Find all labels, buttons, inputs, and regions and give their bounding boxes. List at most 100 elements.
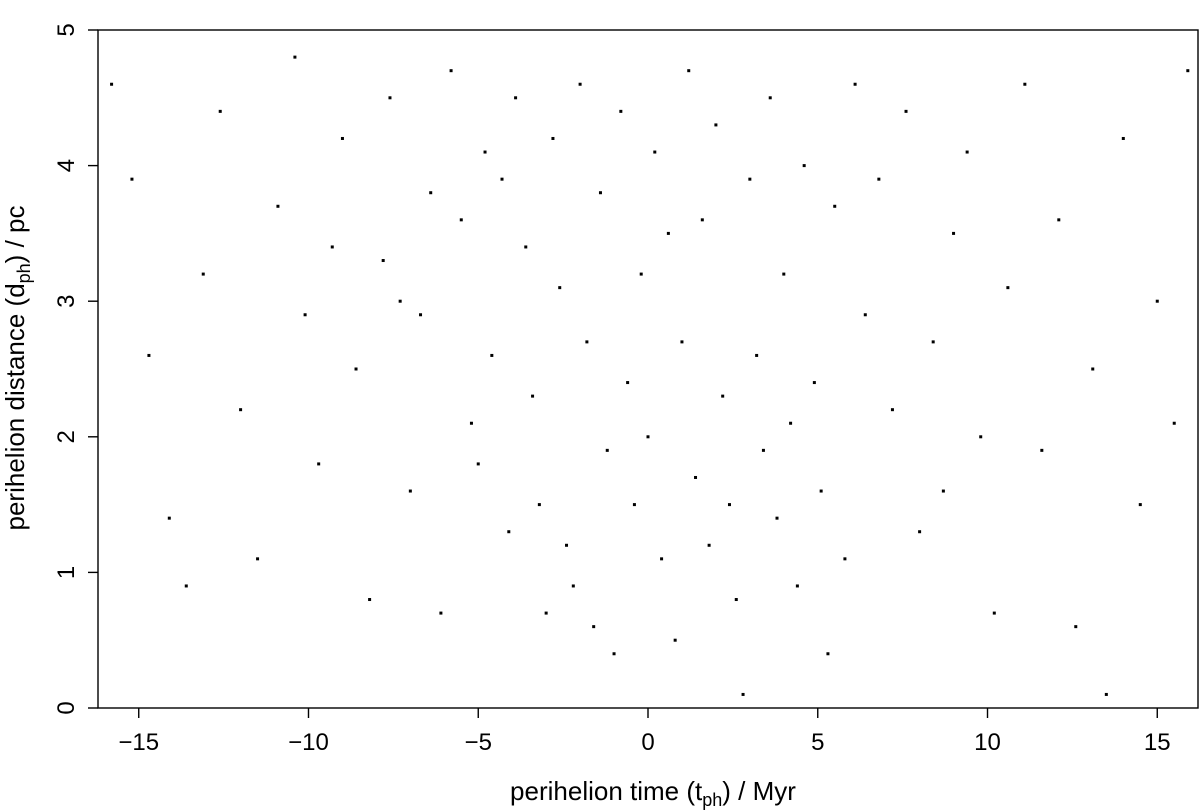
data-point: [795, 584, 799, 588]
data-point: [673, 638, 677, 642]
x-tick-label: −10: [288, 729, 329, 756]
data-point: [877, 177, 881, 181]
data-point: [1104, 692, 1108, 696]
data-point: [514, 96, 518, 100]
data-point: [1023, 82, 1027, 86]
x-axis-title-suffix: ) / Myr: [722, 776, 796, 806]
data-point: [524, 245, 528, 249]
data-point: [680, 340, 684, 344]
data-point: [469, 421, 473, 425]
points-layer: [110, 55, 1190, 696]
data-point: [585, 340, 589, 344]
y-axis-title-subscript: ph: [14, 263, 34, 283]
data-point: [819, 489, 823, 493]
data-point: [741, 692, 745, 696]
data-point: [626, 381, 630, 385]
data-point: [1006, 286, 1010, 290]
data-point: [890, 408, 894, 412]
data-point: [653, 150, 657, 154]
data-point: [952, 231, 956, 235]
data-point: [419, 313, 423, 317]
data-point: [388, 96, 392, 100]
data-point: [429, 191, 433, 195]
y-tick-label: 4: [53, 159, 80, 172]
data-point: [276, 204, 280, 208]
data-point: [918, 530, 922, 534]
x-axis: −15 −10 −5 0 5 10 15: [118, 708, 1171, 756]
data-point: [1057, 218, 1061, 222]
data-point: [931, 340, 935, 344]
data-point: [303, 313, 307, 317]
data-point: [201, 272, 205, 276]
y-tick-label: 0: [53, 701, 80, 714]
x-tick-label: 0: [641, 729, 654, 756]
data-point: [1091, 367, 1095, 371]
data-point: [340, 136, 344, 140]
data-point: [714, 123, 718, 127]
data-point: [687, 69, 691, 73]
data-point: [531, 394, 535, 398]
data-point: [979, 435, 983, 439]
y-axis-title: perihelion distance (dph) / pc: [0, 206, 34, 531]
data-point: [904, 109, 908, 113]
data-point: [632, 503, 636, 507]
data-point: [782, 272, 786, 276]
data-point: [639, 272, 643, 276]
data-point: [768, 96, 772, 100]
data-point: [130, 177, 134, 181]
data-point: [666, 231, 670, 235]
data-point: [843, 557, 847, 561]
data-point: [578, 82, 582, 86]
data-point: [812, 381, 816, 385]
data-point: [239, 408, 243, 412]
data-point: [965, 150, 969, 154]
y-tick-label: 1: [53, 566, 80, 579]
data-point: [992, 611, 996, 615]
data-point: [571, 584, 575, 588]
data-point: [598, 191, 602, 195]
data-point: [449, 69, 453, 73]
data-point: [646, 435, 650, 439]
data-point: [537, 503, 541, 507]
data-point: [833, 204, 837, 208]
data-point: [218, 109, 222, 113]
data-point: [500, 177, 504, 181]
data-point: [459, 218, 463, 222]
data-point: [184, 584, 188, 588]
data-point: [1040, 448, 1044, 452]
x-tick-label: 15: [1144, 729, 1171, 756]
data-point: [368, 598, 372, 602]
data-point: [354, 367, 358, 371]
data-point: [551, 136, 555, 140]
data-point: [592, 625, 596, 629]
data-point: [721, 394, 725, 398]
data-point: [110, 82, 114, 86]
data-point: [544, 611, 548, 615]
data-point: [483, 150, 487, 154]
x-tick-label: −5: [465, 729, 492, 756]
data-point: [147, 353, 151, 357]
data-point: [727, 503, 731, 507]
data-point: [293, 55, 297, 59]
x-tick-label: 10: [974, 729, 1001, 756]
data-point: [398, 299, 402, 303]
data-point: [1172, 421, 1176, 425]
y-axis-title-prefix: perihelion distance (d: [0, 283, 30, 530]
data-point: [439, 611, 443, 615]
plot-frame: [97, 29, 1199, 709]
data-point: [507, 530, 511, 534]
data-point: [317, 462, 321, 466]
data-point: [1138, 503, 1142, 507]
data-point: [734, 598, 738, 602]
data-point: [565, 543, 569, 547]
data-point: [761, 448, 765, 452]
data-point: [490, 353, 494, 357]
data-point: [694, 475, 698, 479]
data-point: [619, 109, 623, 113]
x-axis-title: perihelion time (tph) / Myr: [510, 776, 796, 810]
y-axis-title-suffix: ) / pc: [0, 206, 30, 264]
data-point: [381, 259, 385, 263]
data-point: [612, 652, 616, 656]
